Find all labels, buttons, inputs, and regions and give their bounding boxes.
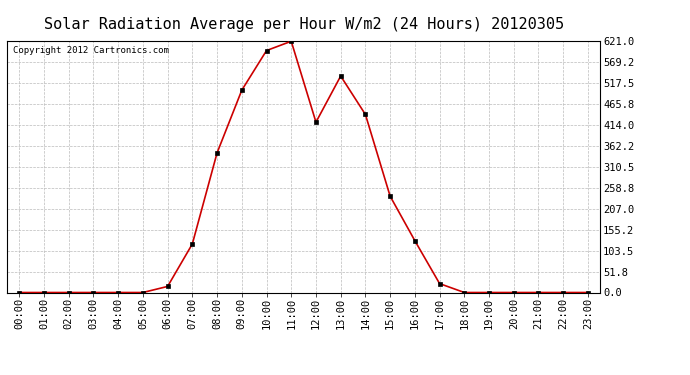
Text: Solar Radiation Average per Hour W/m2 (24 Hours) 20120305: Solar Radiation Average per Hour W/m2 (2… bbox=[43, 17, 564, 32]
Text: Copyright 2012 Cartronics.com: Copyright 2012 Cartronics.com bbox=[13, 46, 169, 55]
